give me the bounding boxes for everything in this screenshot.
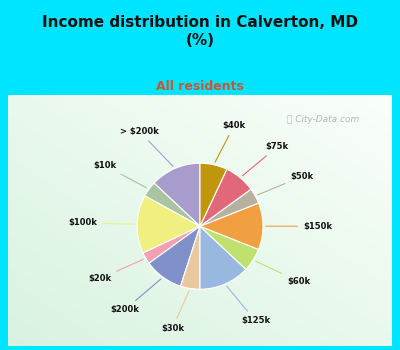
Wedge shape <box>200 169 251 226</box>
Text: $200k: $200k <box>110 279 161 314</box>
Text: $20k: $20k <box>88 259 143 283</box>
Text: $150k: $150k <box>266 222 332 231</box>
Wedge shape <box>154 163 200 226</box>
Wedge shape <box>180 226 200 289</box>
Text: $75k: $75k <box>242 142 289 176</box>
Wedge shape <box>200 226 246 289</box>
Wedge shape <box>149 226 200 286</box>
Text: $60k: $60k <box>256 261 310 286</box>
Text: $30k: $30k <box>161 291 189 332</box>
Text: $10k: $10k <box>94 161 146 188</box>
Text: $100k: $100k <box>68 218 134 228</box>
Wedge shape <box>200 203 263 250</box>
Text: All residents: All residents <box>156 80 244 93</box>
Wedge shape <box>137 196 200 253</box>
Wedge shape <box>200 189 258 226</box>
Text: $40k: $40k <box>215 121 246 162</box>
Text: ⓘ City-Data.com: ⓘ City-Data.com <box>287 115 359 124</box>
Text: $50k: $50k <box>258 172 314 195</box>
Text: > $200k: > $200k <box>120 127 173 166</box>
Text: $125k: $125k <box>227 286 270 326</box>
Wedge shape <box>145 183 200 226</box>
Wedge shape <box>200 163 227 226</box>
Text: Income distribution in Calverton, MD
(%): Income distribution in Calverton, MD (%) <box>42 15 358 48</box>
Wedge shape <box>143 226 200 263</box>
Wedge shape <box>200 226 258 270</box>
